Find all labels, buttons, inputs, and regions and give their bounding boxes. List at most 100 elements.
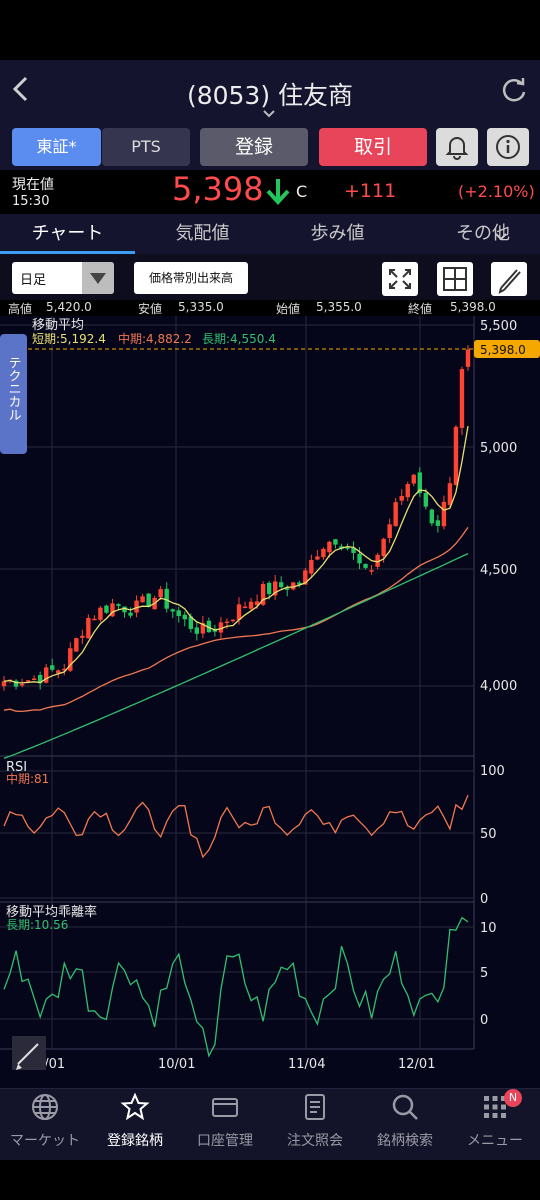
- candle-body: [297, 582, 302, 585]
- register-button[interactable]: 登録: [200, 128, 308, 166]
- candle-body: [188, 616, 194, 629]
- back-icon[interactable]: [10, 74, 40, 110]
- candle-body: [260, 584, 266, 605]
- nav-label: 銘柄検索: [377, 1133, 433, 1149]
- long-ma-line: [3, 553, 469, 759]
- search-icon: [392, 1094, 418, 1120]
- y-tick: 5: [480, 966, 488, 981]
- nav-market[interactable]: マーケット: [0, 1089, 90, 1161]
- candle-body: [206, 620, 212, 633]
- candle-body: [230, 619, 236, 622]
- candle-body: [405, 484, 410, 498]
- tab-other[interactable]: その他: [456, 223, 510, 244]
- fullscreen-button[interactable]: [382, 262, 418, 296]
- open-value: 5,355.0: [316, 300, 362, 314]
- y-tick: 0: [480, 892, 488, 907]
- candle-body: [68, 648, 73, 671]
- arrow-down-icon: [264, 176, 292, 210]
- chevron-down-icon[interactable]: [262, 108, 276, 122]
- chevron-down-icon[interactable]: [494, 228, 508, 247]
- system-nav-bar: [0, 1160, 540, 1200]
- nav-label: 登録銘柄: [107, 1133, 163, 1149]
- alert-bell-button[interactable]: [436, 128, 478, 166]
- notification-badge: N: [504, 1089, 522, 1107]
- candle-body: [92, 618, 97, 621]
- nav-label: マーケット: [10, 1133, 80, 1149]
- rsi-panel-title: RSI: [6, 760, 27, 775]
- candle-body: [285, 588, 290, 590]
- deviation-panel-title: 移動平均乖離率: [6, 904, 97, 920]
- low-value: 5,335.0: [178, 300, 224, 314]
- period-select[interactable]: 日足: [12, 262, 114, 294]
- candle-body: [122, 606, 127, 613]
- close-flag: C: [296, 182, 308, 201]
- price-chart[interactable]: 移動平均 短期:5,192.4 中期:4,882.2 長期:4,550.4 5,…: [0, 316, 540, 1088]
- tab-quotes[interactable]: 気配値: [175, 223, 230, 244]
- current-price-label: 現在値: [12, 177, 54, 193]
- nav-orders[interactable]: 注文照会: [270, 1089, 360, 1161]
- y-tick: 5,000: [480, 441, 517, 456]
- draw-tool-toggle[interactable]: [12, 1036, 46, 1070]
- volume-profile-button[interactable]: 価格帯別出来高: [134, 262, 248, 294]
- candle-body: [423, 493, 429, 507]
- candle-body: [110, 603, 115, 617]
- nav-watchlist[interactable]: 登録銘柄: [90, 1089, 180, 1161]
- price-change-percent: (+2.10%): [458, 182, 535, 201]
- candle-body: [315, 556, 320, 560]
- nav-account[interactable]: 口座管理: [180, 1089, 270, 1161]
- candle-body: [164, 588, 169, 609]
- candle-body: [98, 607, 103, 620]
- y-tick: 50: [480, 827, 497, 842]
- tab-ticks[interactable]: 歩み値: [310, 223, 365, 244]
- last-price-badge: [474, 340, 540, 358]
- pencil-icon: [498, 269, 521, 294]
- candle-body: [411, 474, 416, 484]
- chart-area[interactable]: 移動平均 短期:5,192.4 中期:4,882.2 長期:4,550.4 5,…: [0, 316, 540, 1088]
- candle-body: [465, 349, 471, 367]
- legend-deviation-long: 長期:10.56: [6, 918, 68, 932]
- y-tick: 10: [480, 921, 497, 936]
- tab-chart[interactable]: チャート: [31, 223, 104, 244]
- candle-body: [200, 623, 206, 634]
- nav-search[interactable]: 銘柄検索: [360, 1089, 450, 1161]
- tab-active-indicator: [0, 251, 135, 254]
- info-button[interactable]: [487, 128, 529, 166]
- menu-grid-icon: [484, 1096, 506, 1118]
- x-tick: 11/04: [288, 1057, 325, 1072]
- grid-icon: [443, 267, 467, 291]
- technical-side-tab[interactable]: テクニカル: [0, 334, 27, 454]
- candle-body: [369, 570, 374, 572]
- candle-body: [25, 680, 31, 682]
- y-tick: 100: [480, 764, 505, 779]
- candle-body: [441, 501, 447, 527]
- trade-button[interactable]: 取引: [319, 128, 427, 166]
- candle-body: [266, 582, 272, 595]
- layout-button[interactable]: [437, 262, 473, 296]
- candle-body: [56, 670, 61, 674]
- market-toggle-pts[interactable]: PTS: [102, 128, 190, 166]
- candle-body: [176, 610, 181, 617]
- market-toggle-tse[interactable]: 東証*: [12, 128, 101, 166]
- bottom-nav: マーケット 登録銘柄 口座管理 注文照会 銘柄検索 N メニュー: [0, 1088, 540, 1161]
- candle-body: [363, 563, 368, 568]
- refresh-icon[interactable]: [500, 76, 528, 104]
- candle-body: [393, 502, 398, 526]
- nav-menu[interactable]: N メニュー: [450, 1089, 540, 1161]
- action-row: 東証* PTS 登録 取引: [0, 126, 540, 170]
- candle-body: [13, 680, 19, 687]
- candle-body: [309, 559, 314, 574]
- candle-body: [291, 582, 296, 590]
- chart-labels: 移動平均 短期:5,192.4 中期:4,882.2 長期:4,550.4 5,…: [6, 318, 540, 1072]
- quote-time: 15:30: [12, 194, 50, 209]
- candle-body: [86, 617, 91, 639]
- candle-body: [387, 524, 392, 538]
- draw-button[interactable]: [491, 262, 527, 296]
- candle-body: [236, 604, 242, 620]
- chart-series: [1, 345, 471, 1058]
- candle-body: [447, 483, 453, 505]
- x-tick: 12/01: [398, 1057, 435, 1072]
- candle-body: [158, 589, 163, 598]
- candle-body: [62, 668, 67, 671]
- technical-tab-label: テクニカル: [6, 356, 21, 421]
- close-label: 終値: [408, 302, 433, 316]
